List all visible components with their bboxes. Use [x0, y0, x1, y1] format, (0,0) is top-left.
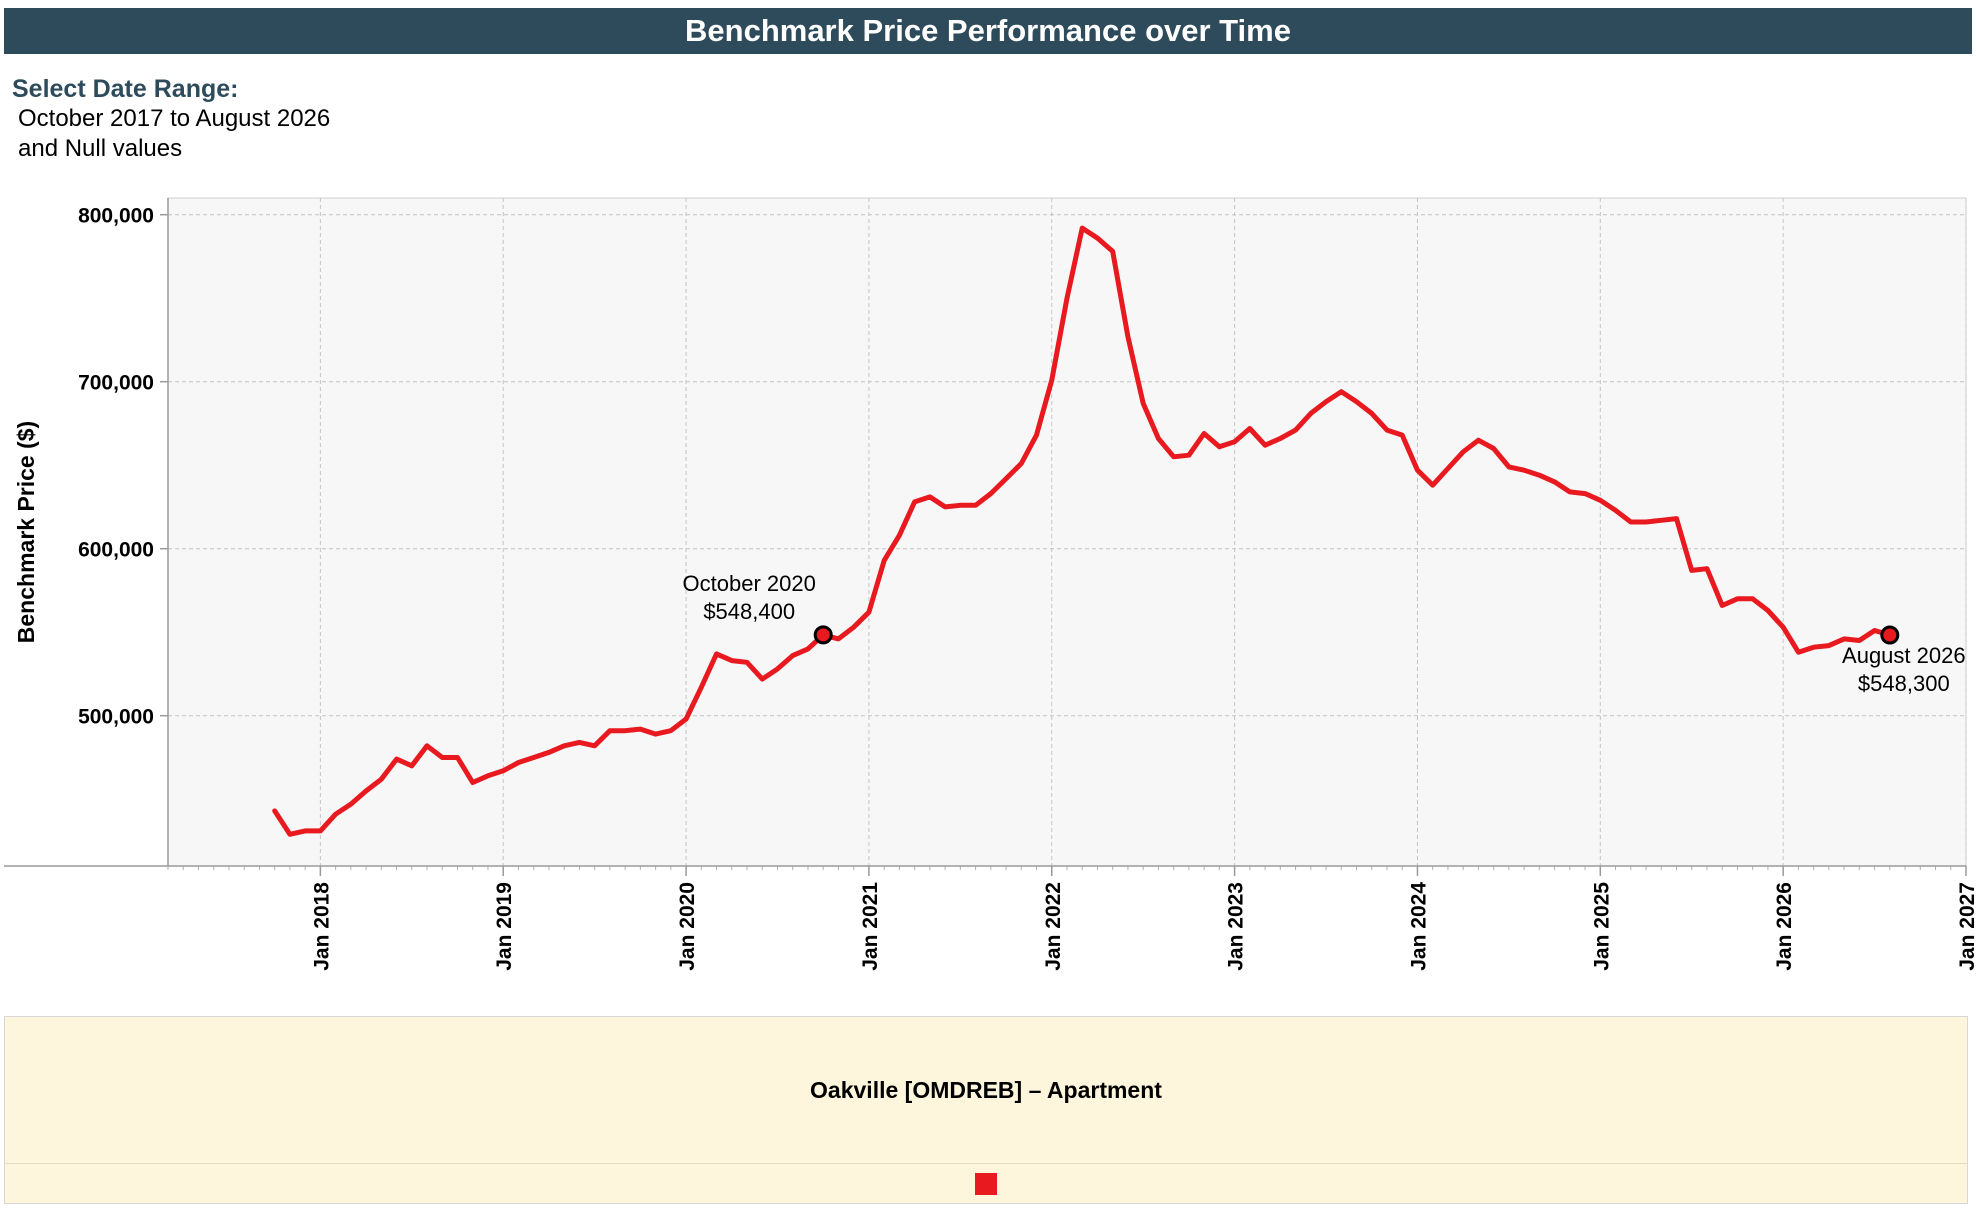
- annotation-date: October 2020: [683, 571, 816, 596]
- filter-label: Select Date Range:: [12, 75, 239, 103]
- y-tick-label: 800,000: [78, 205, 154, 228]
- y-axis-label: Benchmark Price ($): [13, 421, 39, 643]
- x-tick-label: Jan 2021: [859, 882, 882, 971]
- annotation-marker[interactable]: [813, 625, 833, 645]
- y-axis-ticks: 500,000 600,000 700,000 800,000: [78, 205, 168, 729]
- series-line-oakville-apartment[interactable]: [272, 225, 1893, 837]
- x-tick-label: Jan 2025: [1590, 882, 1613, 971]
- chart-title-bar: Benchmark Price Performance over Time: [4, 8, 1972, 54]
- x-tick-label: Jan 2019: [493, 882, 516, 971]
- annotation-value: $548,400: [703, 599, 795, 624]
- y-tick-label: 700,000: [78, 372, 154, 395]
- x-tick-label: Jan 2027: [1956, 882, 1976, 971]
- x-tick-label: Jan 2026: [1773, 882, 1796, 971]
- annotation-marker[interactable]: [1880, 625, 1900, 645]
- x-tick-label: Jan 2018: [310, 882, 333, 971]
- date-range-filter: Select Date Range: October 2017 to Augus…: [12, 74, 330, 164]
- legend-title: Oakville [OMDREB] – Apartment: [5, 1017, 1967, 1164]
- annotation-date: August 2026: [1842, 643, 1966, 668]
- page-title: Benchmark Price Performance over Time: [685, 13, 1291, 48]
- legend: Oakville [OMDREB] – Apartment: [4, 1016, 1968, 1204]
- x-tick-label: Jan 2024: [1407, 882, 1430, 971]
- x-tick-label: Jan 2020: [676, 882, 699, 971]
- filter-value-range: October 2017 to August 2026: [18, 105, 331, 132]
- grid-lines: [168, 198, 1967, 866]
- y-tick-label: 500,000: [78, 706, 154, 729]
- annotation-value: $548,300: [1858, 671, 1950, 696]
- legend-swatch[interactable]: [975, 1173, 997, 1195]
- x-axis-ticks: Jan 2018 Jan 2019 Jan 2020 Jan 2021 Jan 2022…: [310, 866, 1976, 971]
- annotations: October 2020 $548,400 August 2026 $548,300: [683, 571, 1966, 696]
- x-tick-label: Jan 2023: [1225, 882, 1248, 971]
- x-tick-label: Jan 2022: [1042, 882, 1065, 971]
- y-tick-label: 600,000: [78, 539, 154, 562]
- filter-value-null: and Null values: [18, 135, 183, 162]
